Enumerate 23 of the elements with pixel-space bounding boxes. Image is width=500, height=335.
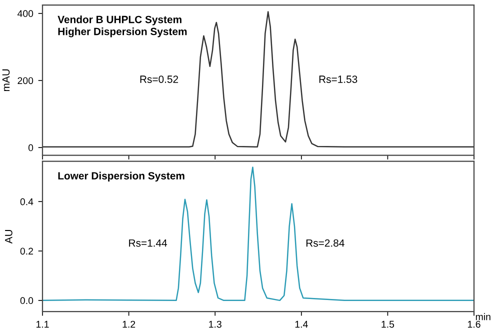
y-tick-label: 200 (18, 77, 34, 84)
x-tick-label: 1.3 (209, 320, 222, 328)
x-tick-label: 1.2 (122, 320, 136, 328)
x-tick-label: 1.5 (382, 320, 394, 328)
x-axis-title: min (476, 313, 490, 320)
line-series (42, 11, 474, 148)
x-tick-label: 1.6 (468, 320, 480, 328)
annotation: Rs=0.52 (140, 76, 178, 83)
x-tick-label: 1.4 (295, 320, 308, 328)
y-tick-label: 0 (28, 144, 34, 152)
annotation: Rs=1.44 (129, 239, 168, 247)
y-tick-label: 0.0 (20, 297, 34, 304)
y-tick-label: 0.2 (20, 248, 33, 255)
y-tick-label: 0.4 (20, 198, 34, 206)
text: Vendor B UHPLC System Higher Dispersion System (58, 16, 187, 38)
line-series (42, 166, 474, 302)
y-axis-title: mAU (2, 69, 10, 92)
y-axis-title: AU (5, 230, 12, 244)
x-tick-label: 1.1 (36, 320, 49, 328)
annotation: Rs=1.53 (319, 76, 358, 83)
annotation: Rs=2.84 (306, 239, 344, 247)
y-tick-label: 400 (17, 10, 34, 18)
text: Lower Dispersion System (58, 172, 184, 182)
